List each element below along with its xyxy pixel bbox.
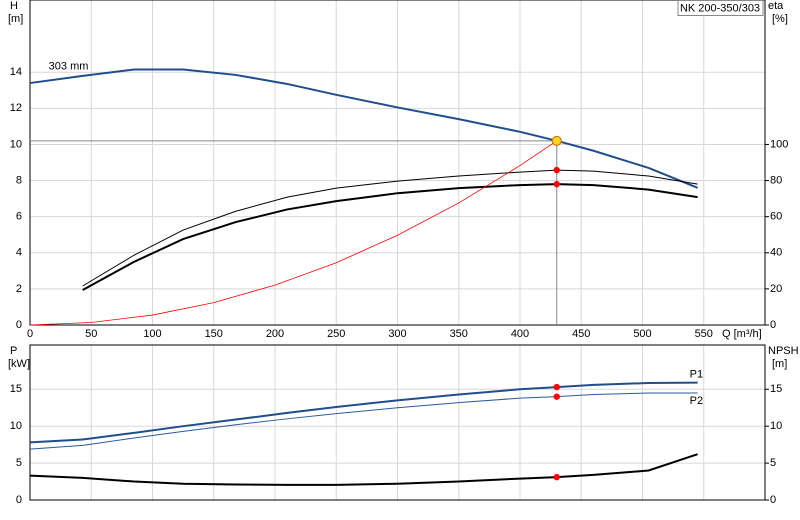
y-tick-label: 0	[16, 494, 22, 506]
x-tick-label: 200	[266, 328, 284, 340]
y-tick-label: 5	[16, 457, 22, 469]
x-tick-label: 150	[205, 328, 223, 340]
operating-marker	[553, 180, 560, 188]
operating-marker	[553, 393, 560, 400]
x-tick-label: 550	[695, 328, 713, 340]
y-tick-label: 10	[10, 420, 22, 432]
operating-marker	[553, 473, 560, 481]
x-tick-label: 250	[327, 328, 345, 340]
x-tick-label: 0	[27, 328, 33, 340]
plot-frame	[29, 0, 766, 326]
curve	[29, 453, 698, 486]
y2-tick-label: 0	[770, 494, 776, 506]
x-tick-label: 300	[388, 328, 406, 340]
y-tick-label: 8	[16, 174, 22, 186]
x-tick-label: 400	[511, 328, 529, 340]
y-tick-label: 10	[10, 138, 22, 150]
curve	[82, 169, 698, 287]
x-tick-label: 450	[572, 328, 590, 340]
curve	[82, 183, 698, 291]
title-box	[677, 0, 764, 16]
curve-label: 303 mm	[49, 61, 89, 73]
y2-tick-label: 10	[770, 420, 782, 432]
y-tick-label: 0	[16, 319, 22, 331]
y2-tick-label: 60	[770, 211, 782, 223]
y2-tick-label: 0	[770, 319, 776, 331]
y2-tick-label: 5	[770, 457, 776, 469]
y2-axis-label: eta	[768, 0, 784, 12]
x-axis-label: Q [m³/h]	[722, 328, 762, 340]
x-tick-label: 100	[143, 328, 161, 340]
y2-axis-unit: [%]	[772, 13, 788, 25]
y2-axis-label: NPSH	[768, 345, 799, 357]
chart-title: NK 200-350/303	[680, 2, 760, 14]
operating-marker	[553, 166, 560, 174]
x-tick-label: 350	[450, 328, 468, 340]
y2-tick-label: 20	[770, 283, 782, 295]
x-tick-label: 500	[633, 328, 651, 340]
y2-tick-label: 15	[770, 383, 782, 395]
y-tick-label: 6	[16, 211, 22, 223]
curve	[29, 392, 698, 450]
y2-axis-unit: [m]	[772, 358, 787, 370]
curve-label: P1	[690, 369, 703, 381]
y-axis-unit: [kW]	[8, 358, 30, 370]
y-tick-label: 4	[16, 247, 22, 259]
y-tick-label: 14	[10, 66, 22, 78]
x-tick-label: 50	[85, 328, 97, 340]
y-axis-label: H	[10, 0, 18, 12]
plot-frame	[29, 344, 766, 501]
y2-tick-label: 80	[770, 174, 782, 186]
y2-tick-label: 40	[770, 247, 782, 259]
y-axis-label: P	[10, 345, 17, 357]
y-axis-unit: [m]	[8, 13, 23, 25]
curve	[29, 140, 557, 326]
curve	[29, 381, 698, 444]
operating-point	[551, 135, 562, 146]
y-tick-label: 2	[16, 283, 22, 295]
curve-label: P2	[690, 395, 703, 407]
y-tick-label: 12	[10, 102, 22, 114]
y-tick-label: 15	[10, 383, 22, 395]
y2-tick-label: 100	[770, 138, 788, 150]
operating-marker	[553, 383, 560, 391]
curve	[29, 68, 699, 189]
